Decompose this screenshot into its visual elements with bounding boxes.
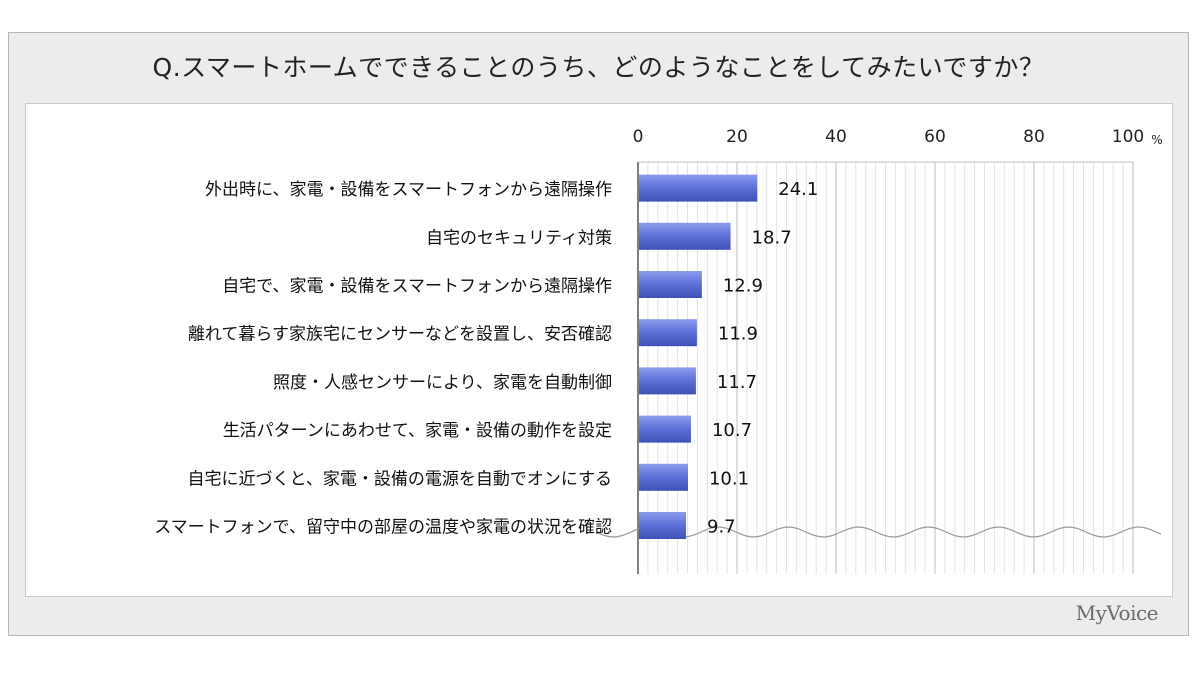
category-label: 照度・人感センサーにより、家電を自動制御	[273, 373, 612, 393]
bar	[639, 222, 731, 250]
category-label: 自宅のセキュリティ対策	[426, 228, 612, 248]
chart-title: Q.スマートホームでできることのうち、どのようなことをしてみたいですか？	[152, 53, 1045, 82]
bar-chart: 0 20 40 60 80 100 % 24.1 外出時に、家電・設備をスマートフォンから遠隔操…	[154, 127, 1163, 574]
category-label: スマートフォンで、留守中の部屋の温度や家電の状況を確認	[154, 518, 612, 538]
bar-value-label: 12.9	[723, 276, 763, 297]
bar-value-label: 18.7	[752, 227, 792, 248]
x-tick-label: 100	[1112, 127, 1144, 147]
bar	[639, 367, 696, 395]
bar-value-label: 11.7	[717, 372, 757, 393]
x-tick-label: 40	[825, 127, 847, 147]
bar-value-label: 10.7	[712, 420, 752, 441]
category-label: 離れて暮らす家族宅にセンサーなどを設置し、安否確認	[188, 325, 612, 345]
bar	[639, 174, 758, 202]
bar-value-label: 11.9	[718, 324, 758, 345]
bar	[639, 512, 687, 539]
bar-value-label: 9.7	[707, 517, 736, 538]
category-label: 外出時に、家電・設備をスマートフォンから遠隔操作	[205, 180, 612, 200]
x-tick-label: 60	[924, 127, 946, 147]
bar	[639, 415, 691, 443]
bar-value-label: 24.1	[778, 179, 818, 200]
axis-break-wave	[595, 526, 1162, 538]
x-tick-label: 0	[633, 127, 644, 147]
x-axis-unit: %	[1151, 133, 1162, 147]
category-label: 自宅に近づくと、家電・設備の電源を自動でオンにする	[188, 469, 613, 489]
bar-value-label: 10.1	[709, 468, 749, 489]
chart-frame: Q.スマートホームでできることのうち、どのようなことをしてみたいですか？ 0 20…	[8, 32, 1189, 636]
category-label: 自宅で、家電・設備をスマートフォンから遠隔操作	[222, 277, 612, 297]
x-tick-label: 20	[726, 127, 748, 147]
chart-panel: 0 20 40 60 80 100% 24.1 外出時に、家電・設備をスマートフォンから遠隔操…	[25, 103, 1173, 597]
brand-logo: MyVoice	[1075, 601, 1159, 625]
category-label: 生活パターンにあわせて、家電・設備の動作を設定	[223, 421, 612, 441]
bar	[639, 271, 702, 298]
x-tick-label: 80	[1023, 127, 1045, 147]
bar	[639, 463, 688, 491]
bar	[639, 319, 697, 347]
